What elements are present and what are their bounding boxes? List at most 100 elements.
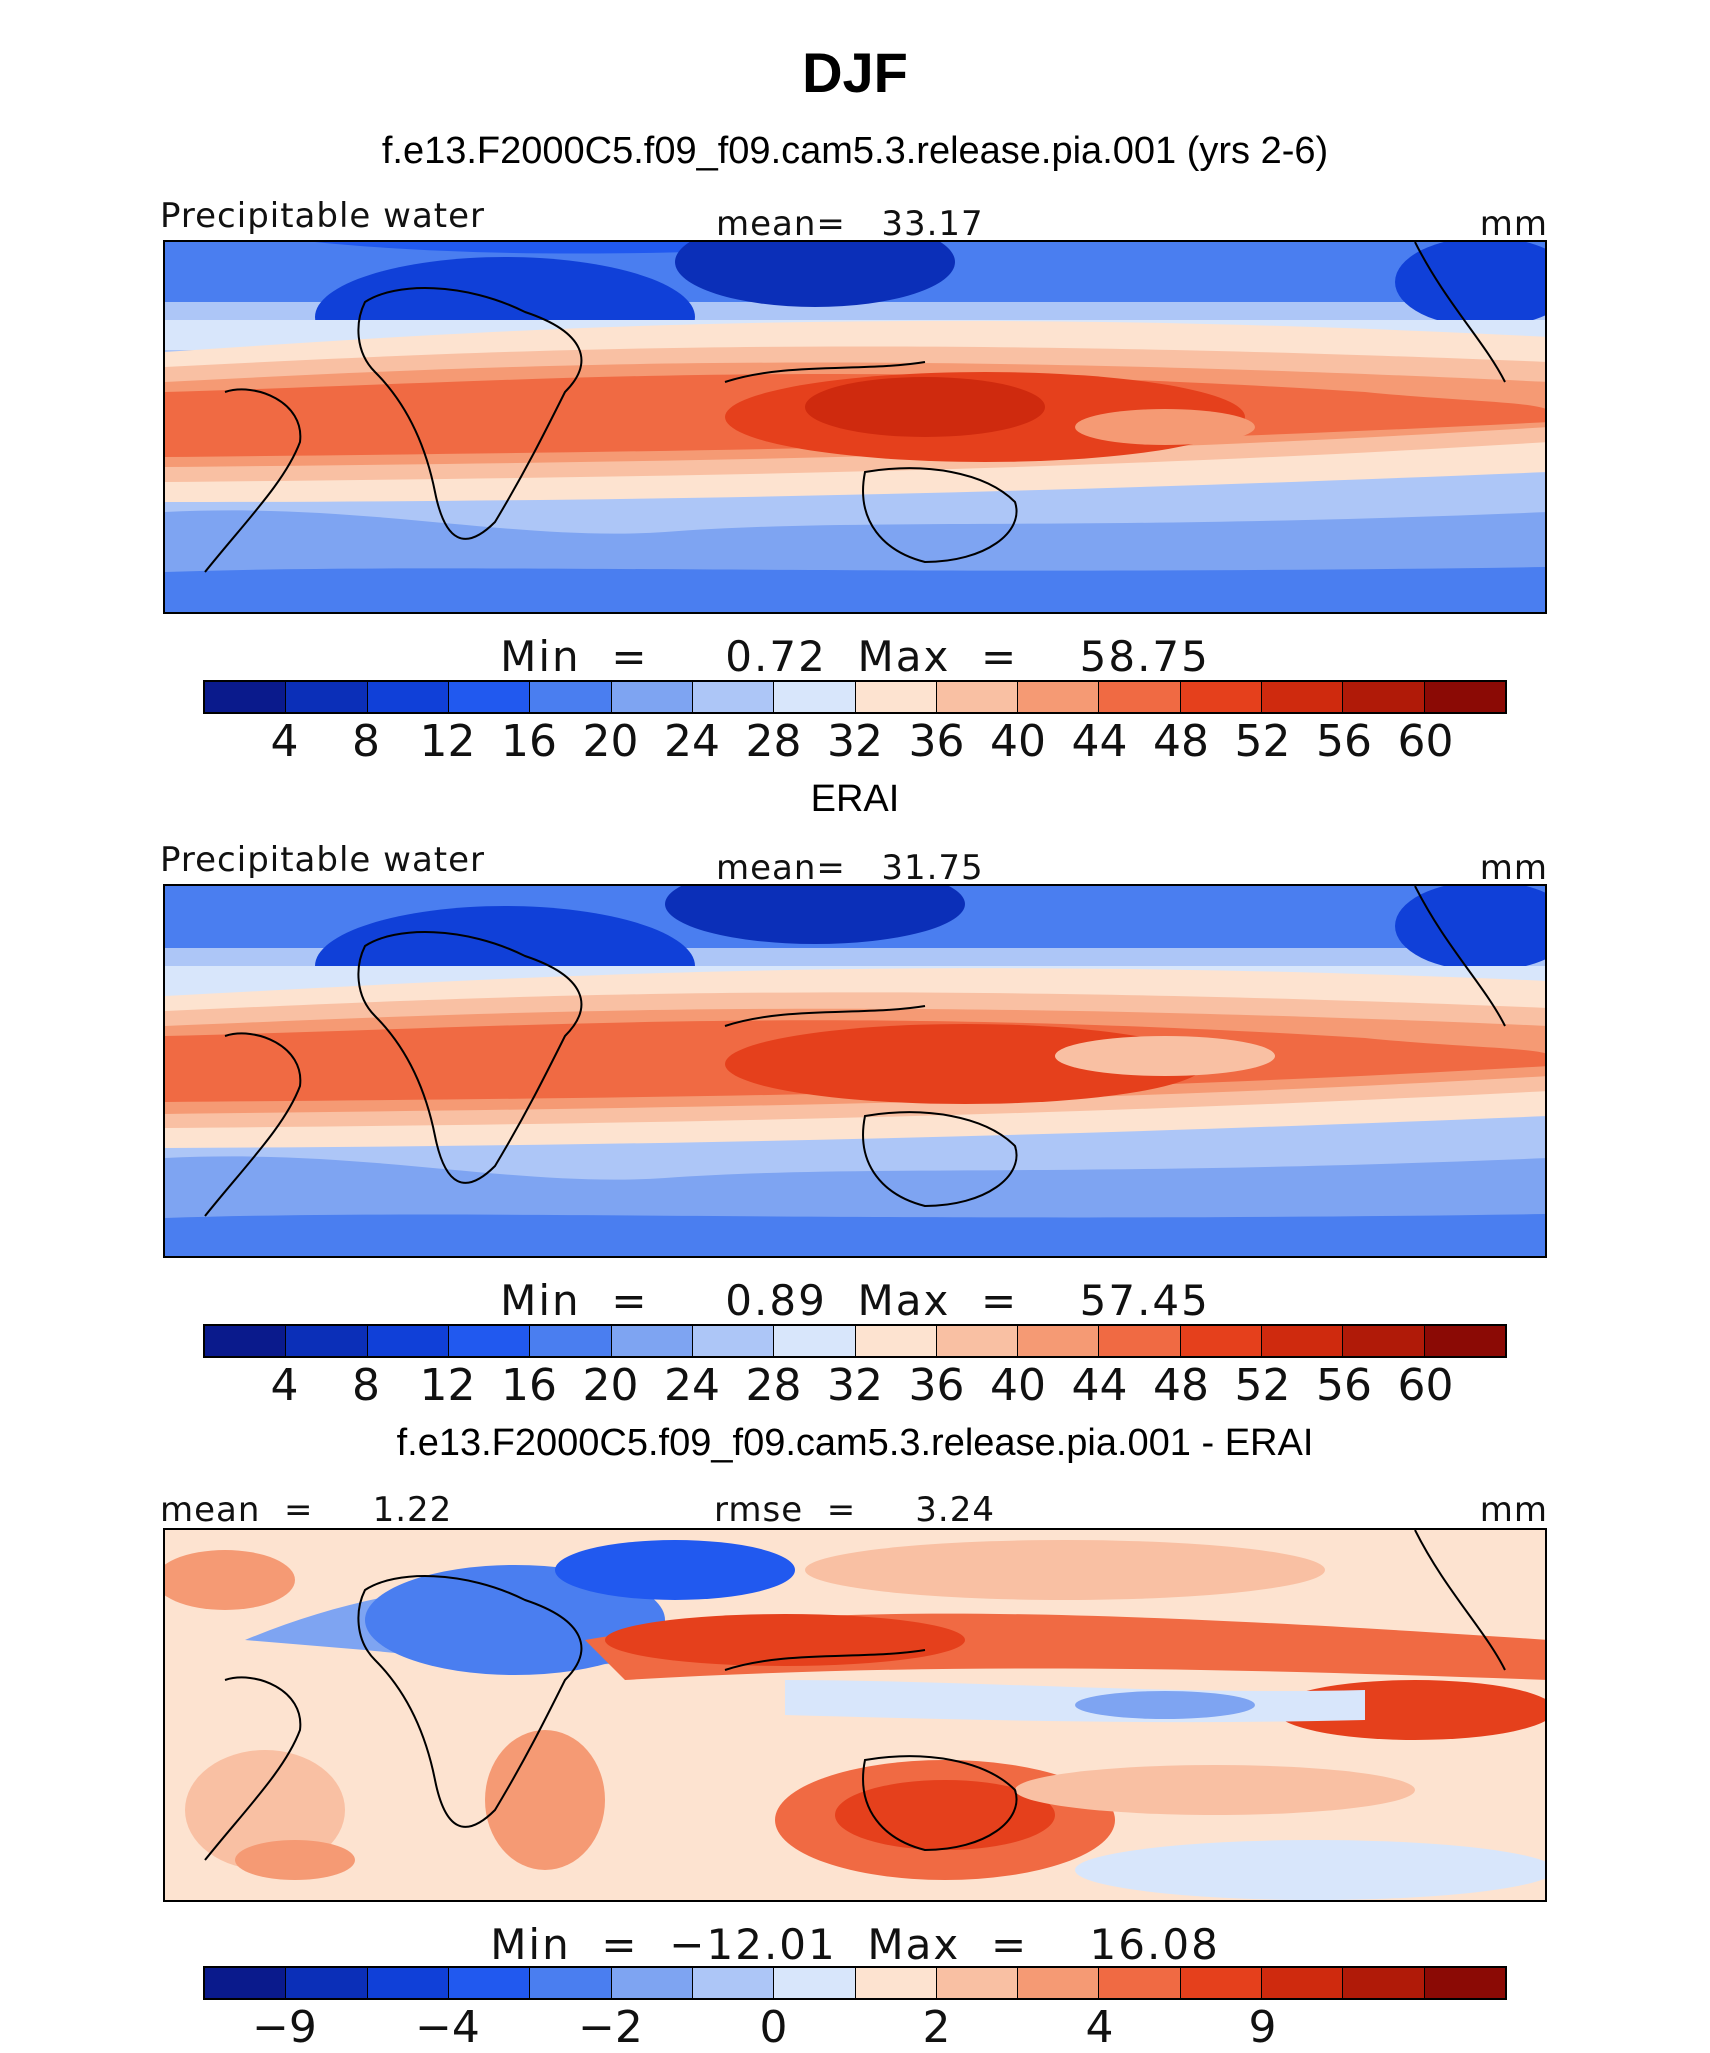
colorbar-swatch bbox=[530, 1326, 612, 1356]
colorbar-tick-label: 28 bbox=[745, 1360, 802, 1411]
panel-3-rmse-label: rmse = 3.24 bbox=[714, 1490, 995, 1530]
colorbar-swatch bbox=[367, 1968, 449, 1998]
colorbar-tick-label: 52 bbox=[1234, 1360, 1291, 1411]
panel-3-map bbox=[163, 1528, 1547, 1902]
colorbar-tick-label: −4 bbox=[415, 2002, 480, 2053]
colorbar-swatch bbox=[367, 682, 449, 712]
colorbar-swatch bbox=[205, 1968, 287, 1998]
panel-1-units-label: mm bbox=[1479, 204, 1548, 244]
colorbar-tick-label: 16 bbox=[501, 716, 557, 767]
colorbar-tick-label: 24 bbox=[664, 716, 720, 767]
colorbar-swatch bbox=[286, 1326, 368, 1356]
colorbar-tick-label: 20 bbox=[582, 716, 639, 767]
colorbar-swatch bbox=[367, 1326, 449, 1356]
panel-2-title: ERAI bbox=[810, 778, 900, 820]
panel-3-colorbar-ticks: −9 −4 −2 0 2 4 9 bbox=[0, 2002, 1710, 2053]
colorbar-tick-label: 36 bbox=[908, 1360, 965, 1411]
colorbar-tick-label: 4 bbox=[1085, 2002, 1114, 2053]
colorbar-swatch bbox=[936, 1326, 1019, 1356]
colorbar-swatch bbox=[1099, 1326, 1181, 1356]
colorbar-swatch bbox=[1018, 1326, 1100, 1356]
colorbar-tick-label: 60 bbox=[1397, 716, 1454, 767]
colorbar-swatch bbox=[1180, 1326, 1263, 1356]
colorbar-swatch bbox=[1099, 1968, 1181, 1998]
colorbar-tick-label: 36 bbox=[908, 716, 965, 767]
colorbar-swatch bbox=[286, 1968, 368, 1998]
panel-3-units-label: mm bbox=[1479, 1490, 1548, 1530]
colorbar-swatch bbox=[855, 1968, 937, 1998]
colorbar-swatch bbox=[1343, 682, 1425, 712]
panel-3-field bbox=[165, 1530, 1545, 1900]
panel-1-map bbox=[163, 240, 1547, 614]
colorbar-swatch bbox=[692, 1968, 775, 1998]
colorbar-swatch bbox=[1424, 1968, 1505, 1998]
colorbar-swatch bbox=[1343, 1968, 1425, 1998]
panel-2-variable-label: Precipitable water bbox=[160, 840, 486, 880]
panel-1-colorbar-ticks: 4 8 12 16 20 24 28 32 36 40 44 48 52 56 60 bbox=[0, 716, 1710, 767]
panel-2-colorbar-ticks: 4 8 12 16 20 24 28 32 36 40 44 48 52 56 60 bbox=[0, 1360, 1710, 1411]
colorbar-swatch bbox=[448, 682, 531, 712]
colorbar-tick-label: 44 bbox=[1071, 1360, 1128, 1411]
colorbar-swatch bbox=[448, 1326, 531, 1356]
colorbar-tick-label: 12 bbox=[419, 716, 476, 767]
panel-1-title: f.e13.F2000C5.f09_f09.cam5.3.release.pia… bbox=[381, 130, 1329, 172]
colorbar-swatch bbox=[692, 1326, 775, 1356]
colorbar-tick-label: 9 bbox=[1248, 2002, 1277, 2053]
colorbar-tick-label: 24 bbox=[664, 1360, 720, 1411]
colorbar-swatch bbox=[1180, 1968, 1263, 1998]
colorbar-swatch bbox=[1262, 682, 1344, 712]
colorbar-tick-label: 28 bbox=[745, 716, 802, 767]
colorbar-swatch bbox=[774, 1968, 856, 1998]
colorbar-swatch bbox=[1099, 682, 1181, 712]
colorbar-tick-label: 4 bbox=[270, 1360, 299, 1411]
colorbar-swatch bbox=[1018, 1968, 1100, 1998]
colorbar-tick-label: 40 bbox=[990, 1360, 1046, 1411]
colorbar-tick-label: 56 bbox=[1316, 1360, 1372, 1411]
panel-2-minmax: Min = 0.89 Max = 57.45 bbox=[500, 1276, 1210, 1325]
colorbar-swatch bbox=[530, 1968, 612, 1998]
colorbar-tick-label: 12 bbox=[419, 1360, 476, 1411]
colorbar-tick-label: −9 bbox=[252, 2002, 317, 2053]
colorbar-swatch bbox=[855, 682, 937, 712]
colorbar-swatch bbox=[611, 682, 693, 712]
colorbar-tick-label: 8 bbox=[352, 716, 380, 767]
panel-2-units-label: mm bbox=[1479, 848, 1548, 888]
colorbar-swatch bbox=[1343, 1326, 1425, 1356]
colorbar-swatch bbox=[530, 682, 612, 712]
panel-1-minmax: Min = 0.72 Max = 58.75 bbox=[500, 632, 1210, 681]
panel-3-minmax: Min = −12.01 Max = 16.08 bbox=[490, 1920, 1220, 1969]
panel-1-colorbar bbox=[203, 680, 1507, 714]
colorbar-tick-label: 20 bbox=[582, 1360, 639, 1411]
panel-3-mean-label: mean = 1.22 bbox=[160, 1490, 453, 1530]
panel-1-field bbox=[165, 242, 1545, 612]
colorbar-swatch bbox=[1262, 1326, 1344, 1356]
panel-1-variable-label: Precipitable water bbox=[160, 196, 486, 236]
colorbar-tick-label: 40 bbox=[990, 716, 1046, 767]
colorbar-tick-label: −2 bbox=[578, 2002, 643, 2053]
panel-3-colorbar bbox=[203, 1966, 1507, 2000]
panel-2-mean-label: mean= 31.75 bbox=[716, 848, 984, 888]
colorbar-swatch bbox=[936, 682, 1019, 712]
colorbar-swatch bbox=[1180, 682, 1263, 712]
colorbar-swatch bbox=[855, 1326, 937, 1356]
colorbar-swatch bbox=[1018, 682, 1100, 712]
colorbar-tick-label: 60 bbox=[1397, 1360, 1454, 1411]
panel-2-map bbox=[163, 884, 1547, 1258]
colorbar-tick-label: 8 bbox=[352, 1360, 380, 1411]
colorbar-tick-label: 48 bbox=[1153, 716, 1209, 767]
colorbar-tick-label: 4 bbox=[270, 716, 299, 767]
colorbar-tick-label: 48 bbox=[1153, 1360, 1209, 1411]
colorbar-tick-label: 16 bbox=[501, 1360, 557, 1411]
colorbar-tick-label: 44 bbox=[1071, 716, 1128, 767]
colorbar-swatch bbox=[774, 682, 856, 712]
colorbar-swatch bbox=[1424, 682, 1505, 712]
colorbar-tick-label: 52 bbox=[1234, 716, 1291, 767]
colorbar-tick-label: 2 bbox=[922, 2002, 951, 2053]
colorbar-swatch bbox=[286, 682, 368, 712]
colorbar-swatch bbox=[611, 1968, 693, 1998]
panel-2-colorbar bbox=[203, 1324, 1507, 1358]
colorbar-tick-label: 32 bbox=[827, 716, 883, 767]
colorbar-swatch bbox=[1262, 1968, 1344, 1998]
panel-1-mean-label: mean= 33.17 bbox=[716, 204, 984, 244]
colorbar-swatch bbox=[1424, 1326, 1505, 1356]
